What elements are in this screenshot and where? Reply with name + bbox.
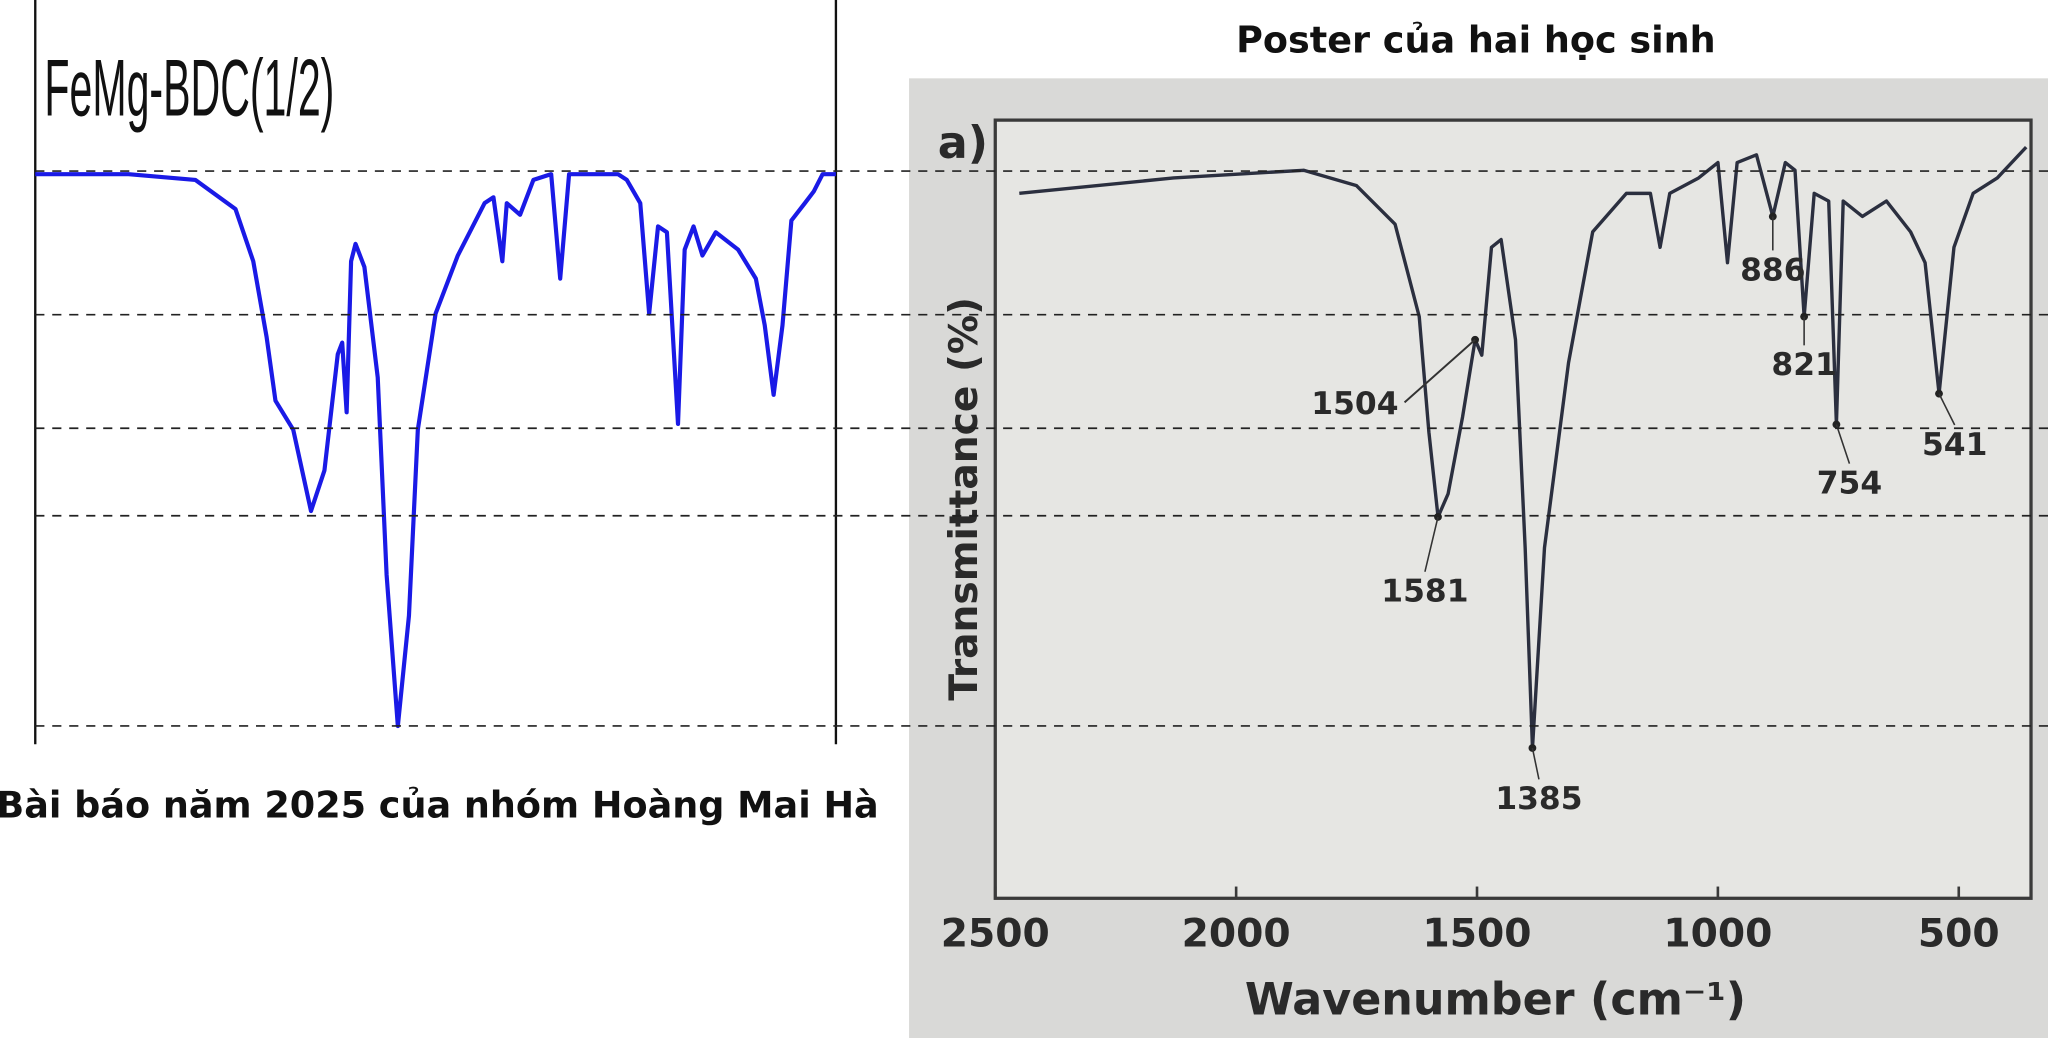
peak-label: 886 (1740, 252, 1805, 288)
curves: 2500 2000 1500 1000 500 1581 1504 1385 886 821 754… (35, 145, 2028, 957)
plot-frame (993, 118, 2033, 900)
x-tick-label: 2500 (941, 912, 1050, 957)
leader-line (1531, 747, 1540, 780)
y-axis-label: Transmittance (%) (942, 297, 987, 701)
x-tick-label: 500 (1918, 912, 2000, 957)
x-tick-label: 2000 (1182, 912, 1291, 957)
spectrum-line (1019, 145, 2028, 750)
peak-label: 541 (1922, 427, 1987, 463)
peak-label: 1504 (1311, 386, 1398, 422)
peak-label: 1385 (1495, 781, 1582, 817)
chart-title: a) (938, 118, 988, 169)
caption: Poster của hai học sinh (1236, 18, 1716, 61)
x-tick-label: 1500 (1423, 912, 1532, 957)
chart-title: FeMg-BDC(1/2) (44, 43, 334, 133)
x-tick-label: 1000 (1663, 912, 1772, 957)
peak-label: 821 (1771, 347, 1836, 383)
leader-line (1835, 424, 1851, 464)
peak-label: 1581 (1381, 574, 1468, 610)
leader-line (1424, 516, 1439, 572)
spectrum-line (35, 172, 836, 729)
x-axis-label: Wavenumber (cm⁻¹) (1245, 975, 1746, 1026)
leader-line (1938, 393, 1956, 426)
leader-line (1403, 339, 1476, 404)
peak-label: 754 (1817, 466, 1882, 502)
caption: Bài báo năm 2025 của nhóm Hoàng Mai Hà (0, 783, 879, 826)
